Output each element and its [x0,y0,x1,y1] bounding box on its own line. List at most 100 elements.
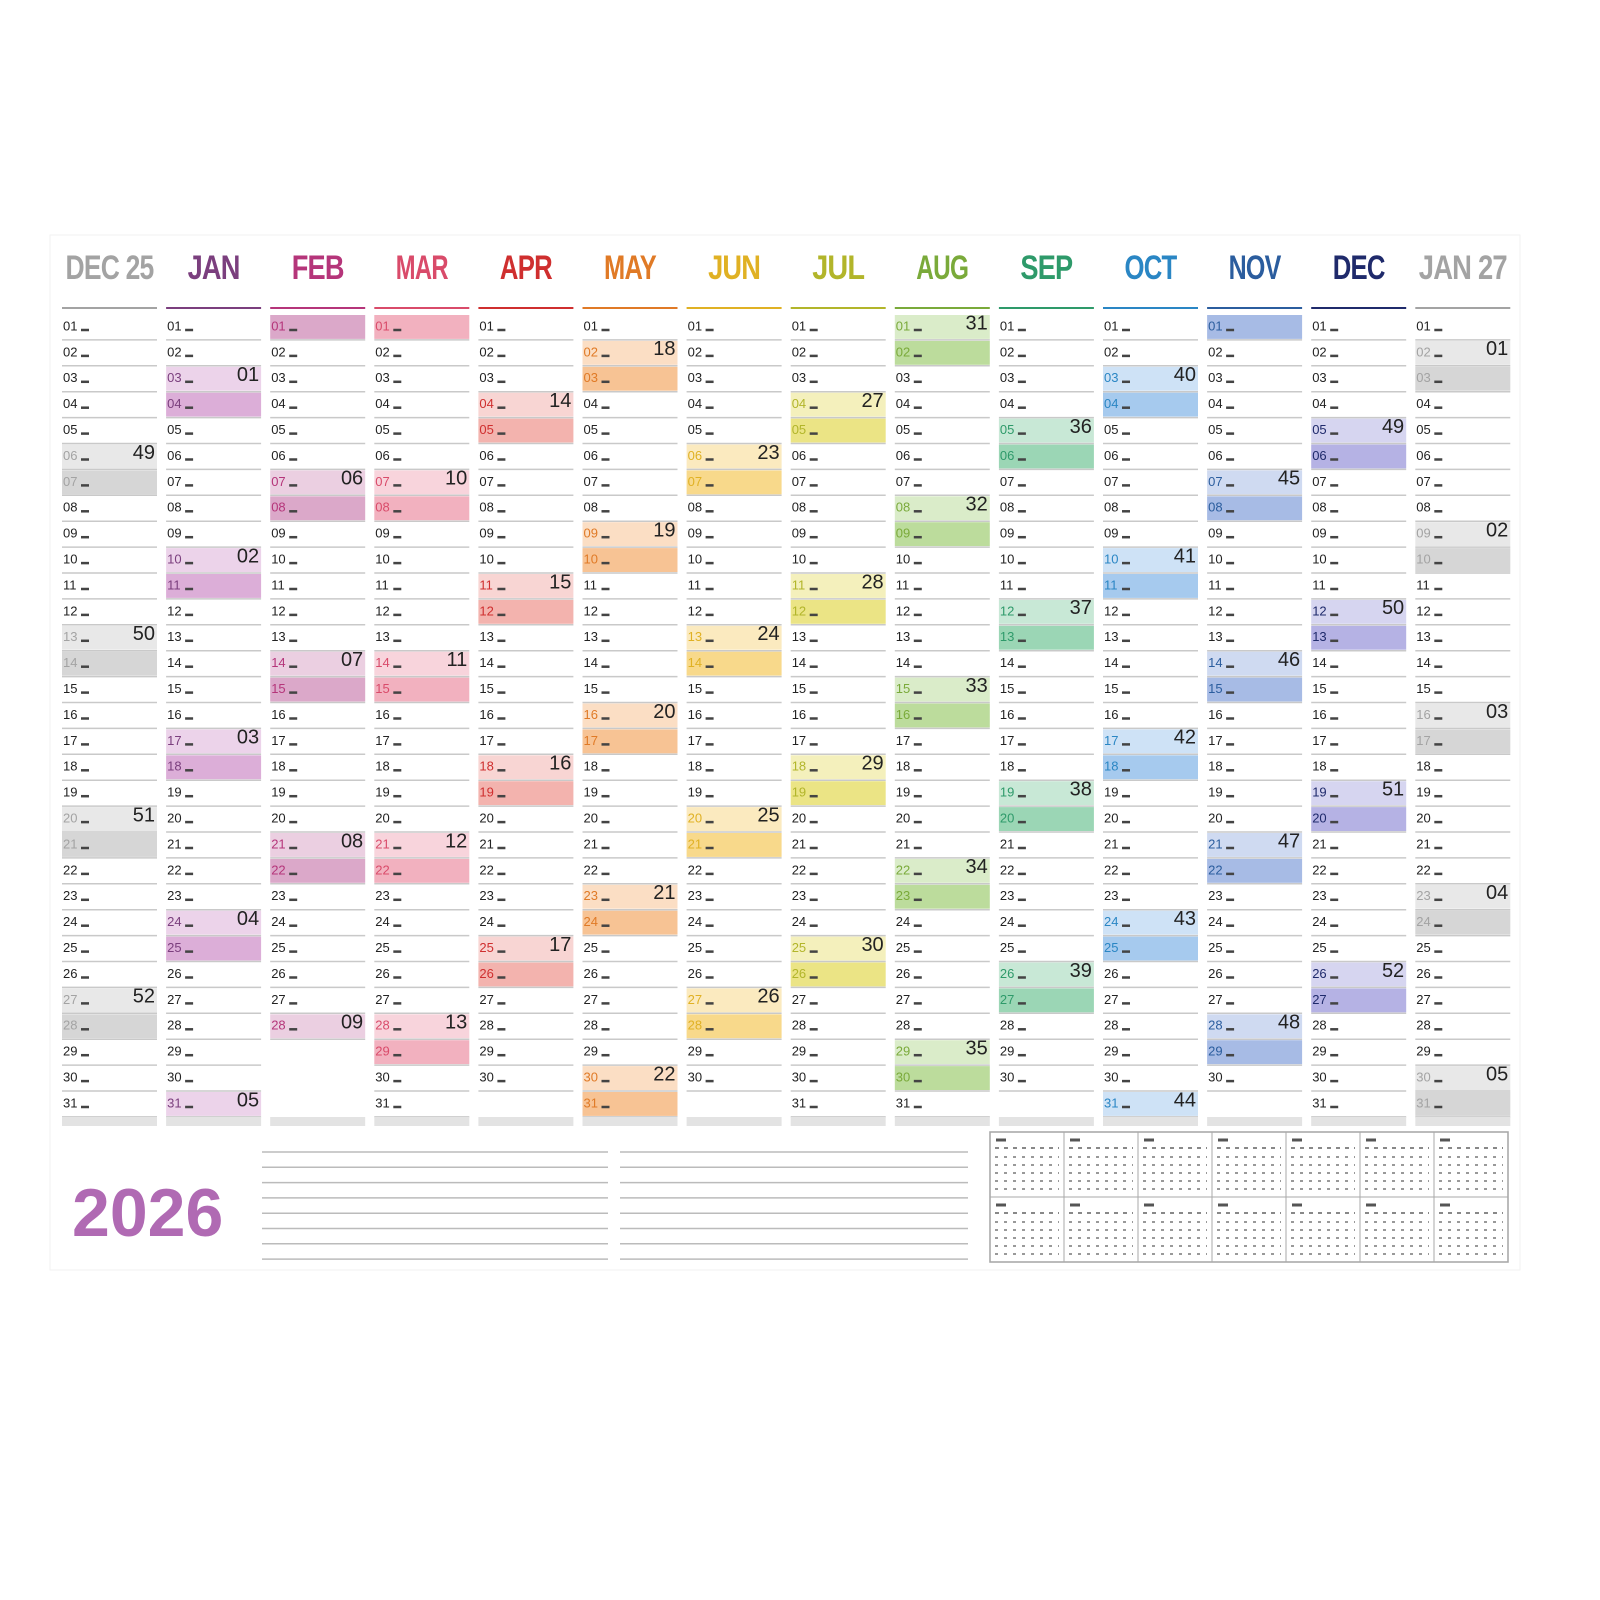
day-number: 16 [1208,707,1222,722]
day-number: 09 [375,526,389,541]
week-number: 12 [445,830,467,852]
day-number: 23 [63,888,77,903]
weekend-shade [998,962,1094,987]
week-number: 06 [341,468,363,490]
weekend-shade [790,418,886,443]
day-number: 24 [792,914,806,929]
weekend-shade [686,444,782,469]
day-number: 02 [1104,344,1118,359]
day-number: 03 [584,370,598,385]
day-number: 06 [1416,448,1430,463]
weekend-shade [62,625,157,650]
weekend-shade [686,807,782,831]
weekend-shade [790,962,886,987]
day-number: 07 [584,474,598,489]
weekend-shade [998,599,1094,624]
week-number: 46 [1278,649,1300,671]
day-number: 12 [1312,603,1326,618]
day-number: 26 [1000,966,1014,981]
day-number: 14 [688,655,702,670]
weekend-shade [582,884,678,909]
day-number: 04 [1312,396,1326,411]
week-number: 48 [1278,1012,1300,1034]
day-number: 12 [896,603,910,618]
day-number: 07 [1312,474,1326,489]
day-number: 13 [479,629,493,644]
day-number: 25 [271,940,285,955]
day-number: 06 [584,448,598,463]
weekend-shade [1311,807,1407,831]
day-number: 31 [1416,1095,1430,1110]
day-number: 20 [1416,811,1430,826]
weekend-shade [894,858,990,883]
day-number: 11 [792,577,806,592]
day-number: 07 [1208,474,1222,489]
week-number: 34 [966,856,988,878]
week-number: 17 [549,934,571,956]
day-number: 14 [1416,655,1430,670]
week-number: 23 [757,442,779,464]
day-number: 06 [1104,448,1118,463]
day-number: 20 [688,811,702,826]
week-number: 08 [341,830,363,852]
column-foot [374,1117,470,1126]
day-number: 05 [896,422,910,437]
week-number: 03 [237,727,259,749]
day-number: 28 [1208,1018,1222,1033]
weekend-shade [582,340,678,365]
day-number: 25 [688,940,702,955]
month-column: JAN 01 02 03 04 05 06 07 08 09 10 11 12 13 14 15 16 17 18 1… [166,249,262,1126]
day-number: 21 [1312,836,1326,851]
day-number: 10 [792,552,806,567]
day-number: 02 [1312,344,1326,359]
month-header: DEC 25 [66,249,154,287]
day-number: 31 [896,1095,910,1110]
day-number: 10 [63,552,77,567]
day-number: 25 [896,940,910,955]
weekend-shade [62,807,157,831]
weekend-shade [582,366,678,391]
weekend-shade [790,574,886,598]
day-number: 01 [167,318,181,333]
day-number: 17 [896,733,910,748]
day-number: 30 [1104,1070,1118,1085]
week-number: 37 [1070,597,1092,619]
day-number: 08 [1312,500,1326,515]
day-number: 23 [1312,888,1326,903]
weekend-shade [374,496,470,521]
day-number: 16 [1104,707,1118,722]
day-number: 28 [167,1018,181,1033]
day-number: 01 [1000,318,1014,333]
month-column: JUN 01 02 03 04 05 06 07 08 09 10 11 12 13 14 15 16 17 18 1… [686,249,782,1126]
month-header: AUG [916,249,968,287]
day-number: 10 [1104,552,1118,567]
day-number: 26 [375,966,389,981]
weekend-shade [270,1014,366,1039]
day-number: 15 [63,681,77,696]
day-number: 09 [1208,526,1222,541]
day-number: 15 [1312,681,1326,696]
day-number: 26 [1208,966,1222,981]
day-number: 12 [584,603,598,618]
day-number: 22 [584,862,598,877]
weekend-shade [270,496,366,521]
day-number: 03 [271,370,285,385]
day-number: 27 [1208,992,1222,1007]
weekend-shade [1311,625,1407,650]
week-number: 41 [1174,545,1196,567]
day-number: 27 [271,992,285,1007]
day-number: 30 [1000,1070,1014,1085]
day-number: 28 [688,1018,702,1033]
weekend-shade [166,574,262,598]
day-number: 23 [479,888,493,903]
day-number: 10 [688,552,702,567]
day-number: 29 [792,1044,806,1059]
day-number: 27 [584,992,598,1007]
week-number: 05 [237,1089,259,1111]
weekend-shade [1207,677,1303,702]
day-number: 25 [1000,940,1014,955]
day-number: 15 [375,681,389,696]
day-number: 11 [1416,577,1430,592]
month-column: NOV 01 02 03 04 05 06 07 08 09 10 11 12 13 14 15 16 17 18 1… [1207,249,1303,1126]
day-number: 11 [1104,577,1118,592]
